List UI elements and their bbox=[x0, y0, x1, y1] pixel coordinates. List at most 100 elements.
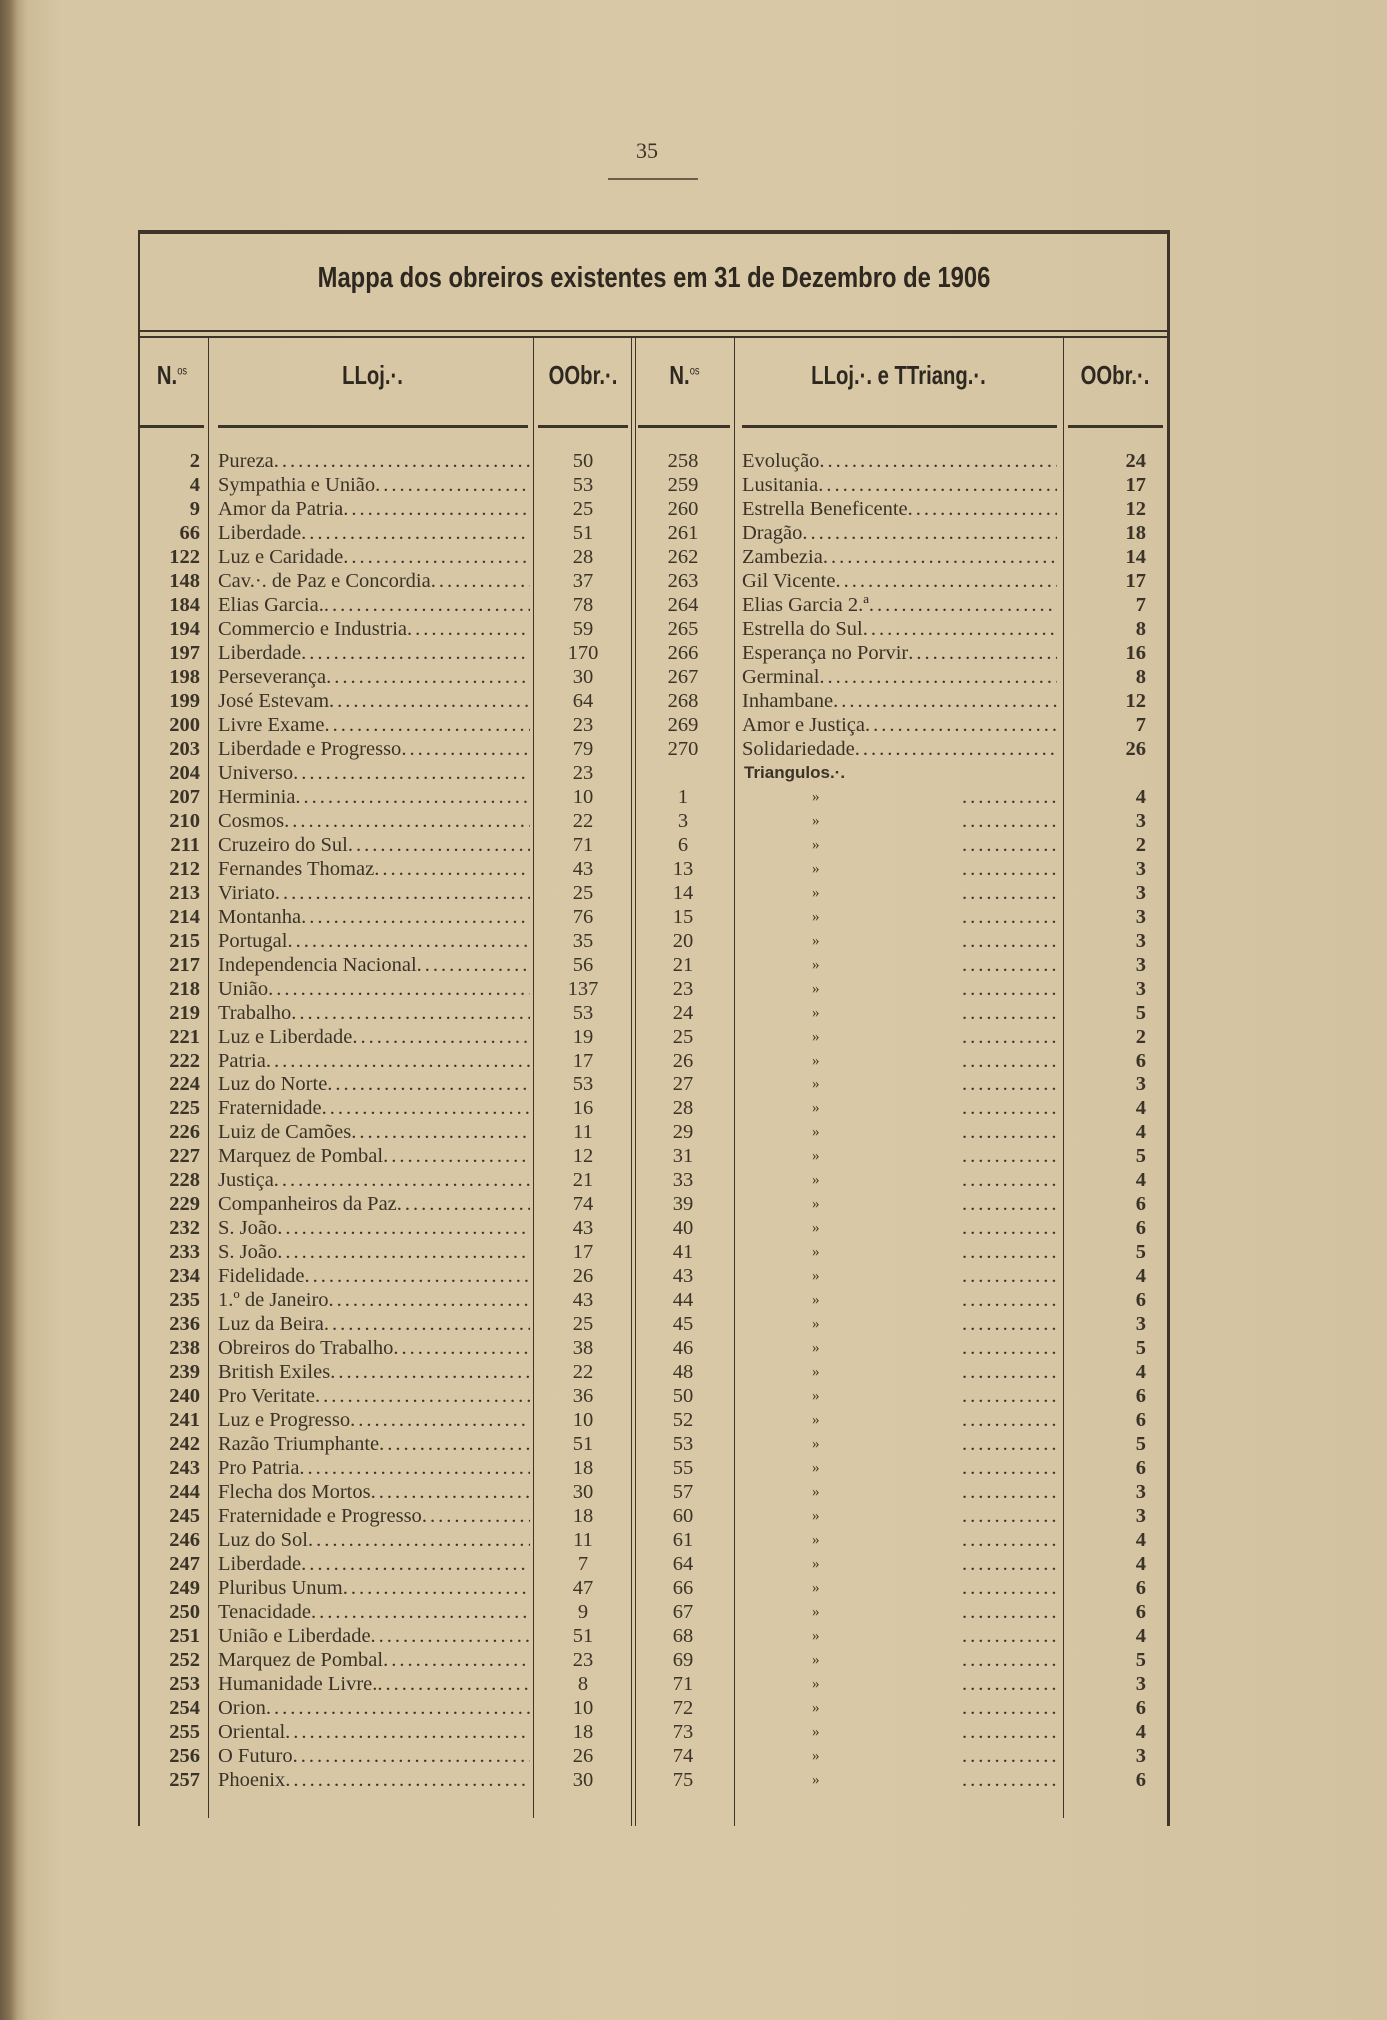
lodge-name: Luz da Beira bbox=[218, 1312, 530, 1336]
worker-count: 53 bbox=[572, 1073, 594, 1096]
lodge-name-text: Marquez de Pombal bbox=[218, 1649, 384, 1671]
table-row: 4 Sympathia e União 53 259 Lusitania 17 bbox=[138, 473, 1170, 497]
ditto-mark: » bbox=[812, 1436, 820, 1453]
table-row: 213 Viriato 25 14 » 3 bbox=[138, 881, 1170, 905]
lodge-number: 122 bbox=[169, 545, 200, 568]
lodge-name-text: Liberdade bbox=[218, 521, 302, 544]
lodge-name-text: Portugal bbox=[218, 929, 288, 952]
table-row: 245 Fraternidade e Progresso 18 60 » 3 bbox=[138, 1504, 1170, 1528]
lodge-name: Evolução bbox=[742, 449, 1057, 473]
worker-count: 3 bbox=[1135, 1505, 1146, 1528]
worker-count: 17 bbox=[572, 1049, 594, 1072]
dot-leader bbox=[962, 1096, 1057, 1120]
worker-count: 53 bbox=[572, 1001, 594, 1024]
lodge-name-text: Humanidade Livre. bbox=[218, 1672, 378, 1695]
triangle-name: » bbox=[742, 1096, 1057, 1120]
table-row: 218 União 137 23 » 3 bbox=[138, 977, 1170, 1001]
lodge-number: 224 bbox=[169, 1073, 200, 1096]
table-row: 249 Pluribus Unum 47 66 » 6 bbox=[138, 1576, 1170, 1600]
lodge-number: 184 bbox=[169, 593, 200, 616]
lodge-number: 264 bbox=[667, 593, 699, 616]
lodge-name: Fernandes Thomaz bbox=[218, 857, 530, 881]
lodge-number: 257 bbox=[169, 1768, 200, 1791]
lodge-name-text: Luz da Beira bbox=[218, 1313, 324, 1336]
table-row: 204 Universo 23 Triangulos.·. bbox=[138, 761, 1170, 785]
dot-leader bbox=[962, 953, 1057, 977]
table-left-border bbox=[138, 230, 140, 1826]
worker-count: 26 bbox=[572, 1744, 594, 1767]
worker-count: 37 bbox=[572, 569, 594, 592]
lodge-name-text: Luiz de Camões bbox=[218, 1121, 352, 1144]
lodge-name-text: Perseverança bbox=[218, 665, 327, 688]
lodge-number: 242 bbox=[169, 1433, 200, 1456]
dot-leader bbox=[908, 497, 1057, 521]
ditto-mark: » bbox=[812, 1723, 820, 1740]
worker-count: 25 bbox=[572, 881, 594, 904]
dot-leader bbox=[962, 1240, 1057, 1264]
lodge-name-text: Companheiros da Paz bbox=[218, 1193, 397, 1216]
ditto-mark: » bbox=[812, 1508, 820, 1525]
lodge-name-text: Tenacidade bbox=[218, 1601, 312, 1624]
ditto-mark: » bbox=[812, 956, 820, 973]
ditto-mark: » bbox=[812, 1628, 820, 1645]
table-row: 148 Cav.·. de Paz e Concordia 37 263 Gil Vic… bbox=[138, 569, 1170, 593]
worker-count: 14 bbox=[1125, 545, 1147, 568]
triangle-name: » bbox=[742, 977, 1057, 1001]
table-row: 203 Liberdade e Progresso 79 270 Solidarieda… bbox=[138, 737, 1170, 761]
table-row: 214 Montanha 76 15 » 3 bbox=[138, 905, 1170, 929]
lodge-number: 234 bbox=[169, 1265, 200, 1288]
ditto-mark: » bbox=[812, 1364, 820, 1381]
triangle-name: » bbox=[742, 905, 1057, 929]
dot-leader bbox=[908, 641, 1057, 665]
triangle-number: 29 bbox=[672, 1121, 694, 1144]
lodge-number: 263 bbox=[667, 569, 699, 592]
worker-count: 16 bbox=[1125, 641, 1147, 664]
worker-count: 3 bbox=[1135, 929, 1146, 952]
lodge-name: Cav.·. de Paz e Concordia bbox=[218, 569, 530, 593]
lodge-number: 249 bbox=[169, 1577, 200, 1600]
lodge-number: 245 bbox=[169, 1505, 200, 1528]
lodge-name-text: Viriato bbox=[218, 881, 275, 904]
worker-count: 4 bbox=[1135, 1265, 1146, 1288]
lodge-number: 212 bbox=[169, 857, 200, 880]
header-left-number-sup: os bbox=[177, 363, 188, 378]
dot-leader bbox=[266, 1049, 530, 1073]
lodge-name-text: Livre Exame bbox=[218, 713, 325, 736]
table-row: 227 Marquez de Pombal 12 31 » 5 bbox=[138, 1144, 1170, 1168]
lodge-number: 262 bbox=[667, 545, 699, 568]
triangle-name: » bbox=[742, 881, 1057, 905]
header-underline bbox=[538, 425, 628, 428]
worker-count: 3 bbox=[1135, 1744, 1146, 1767]
lodge-name: Liberdade bbox=[218, 521, 530, 545]
dot-leader bbox=[833, 689, 1057, 713]
lodge-name-text: União bbox=[218, 977, 269, 1000]
ditto-mark: » bbox=[812, 1028, 820, 1045]
lodge-number: 261 bbox=[667, 521, 699, 544]
triangle-name: » bbox=[742, 1288, 1057, 1312]
dot-leader bbox=[819, 449, 1057, 473]
table-row: 255 Oriental 18 73 » 4 bbox=[138, 1720, 1170, 1744]
triangle-number: 3 bbox=[677, 809, 689, 832]
triangle-name: » bbox=[742, 1528, 1057, 1552]
lodge-name-text: Amor e Justiça bbox=[742, 713, 865, 736]
lodge-name: José Estevam bbox=[218, 689, 530, 713]
lodge-number: 217 bbox=[169, 953, 200, 976]
lodge-name: Pro Veritate bbox=[218, 1384, 530, 1408]
dot-leader bbox=[285, 1720, 530, 1744]
lodge-number: 241 bbox=[169, 1409, 200, 1432]
lodge-name-text: Fraternidade bbox=[218, 1097, 322, 1120]
triangle-number: 72 bbox=[672, 1696, 694, 1719]
lodge-name-text: Germinal bbox=[742, 665, 820, 688]
dot-leader bbox=[401, 737, 530, 761]
lodge-number: 252 bbox=[169, 1649, 200, 1671]
lodge-name: Livre Exame bbox=[218, 713, 530, 737]
worker-count: 17 bbox=[1125, 473, 1147, 496]
worker-count: 23 bbox=[572, 761, 594, 784]
dot-leader bbox=[962, 1408, 1057, 1432]
lodge-name-text: Fidelidade bbox=[218, 1265, 305, 1288]
header-underline bbox=[638, 425, 730, 428]
lodge-number: 200 bbox=[169, 713, 200, 736]
ditto-mark: » bbox=[812, 1675, 820, 1692]
table-row: 184 Elias Garcia. 78 264 Elias Garcia 2.ª 7 bbox=[138, 593, 1170, 617]
dot-leader bbox=[326, 665, 530, 689]
